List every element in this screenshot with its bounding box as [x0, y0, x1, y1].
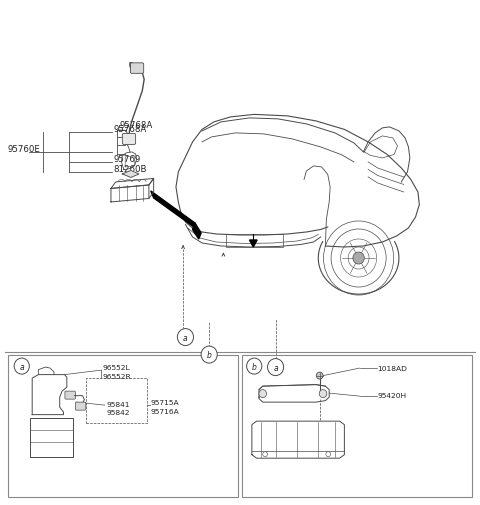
FancyBboxPatch shape — [65, 391, 75, 399]
Circle shape — [326, 452, 331, 457]
Circle shape — [14, 359, 29, 374]
FancyBboxPatch shape — [131, 64, 144, 74]
Text: b: b — [252, 362, 257, 371]
Text: b: b — [207, 350, 212, 360]
Text: 81260B: 81260B — [113, 165, 147, 174]
Text: 1018AD: 1018AD — [378, 365, 408, 371]
Text: 95769: 95769 — [113, 155, 141, 164]
Circle shape — [263, 452, 267, 457]
Text: 95716A: 95716A — [151, 408, 180, 414]
Polygon shape — [250, 240, 257, 247]
Bar — [8, 355, 238, 497]
Text: a: a — [273, 363, 278, 372]
Bar — [242, 355, 472, 497]
FancyBboxPatch shape — [75, 402, 86, 411]
Polygon shape — [122, 171, 139, 178]
Text: 95768A: 95768A — [113, 125, 146, 134]
Circle shape — [259, 390, 266, 398]
Circle shape — [316, 372, 323, 379]
FancyBboxPatch shape — [122, 134, 136, 145]
Text: 96552L: 96552L — [102, 365, 130, 370]
Circle shape — [247, 359, 262, 374]
Circle shape — [353, 252, 364, 265]
Bar — [86, 378, 147, 423]
Circle shape — [178, 329, 193, 346]
Text: 95715A: 95715A — [151, 399, 180, 406]
Text: 95768A: 95768A — [119, 121, 152, 130]
Text: a: a — [183, 333, 188, 342]
Text: 96552R: 96552R — [102, 373, 131, 379]
Text: 95841: 95841 — [106, 401, 130, 407]
Circle shape — [201, 346, 217, 364]
Circle shape — [319, 390, 327, 398]
Text: a: a — [20, 362, 24, 371]
Text: 95420H: 95420H — [378, 392, 407, 398]
Text: 95760E: 95760E — [8, 144, 40, 154]
Bar — [226, 235, 283, 247]
Polygon shape — [192, 224, 201, 239]
Text: 95842: 95842 — [106, 410, 130, 415]
Polygon shape — [151, 191, 197, 230]
Circle shape — [267, 359, 284, 376]
